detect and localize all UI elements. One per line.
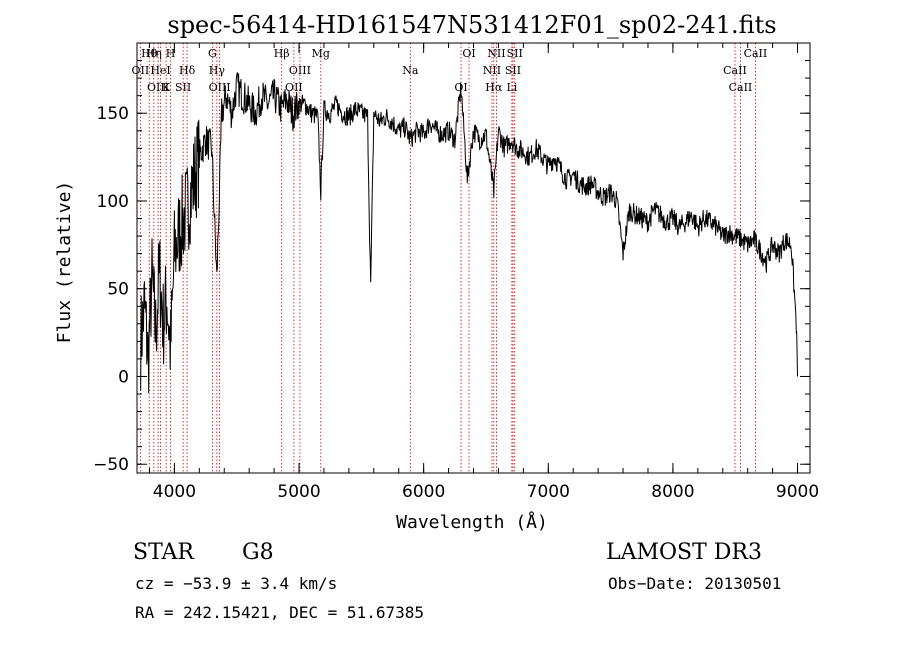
x-tick-label: 4000 <box>153 482 196 502</box>
radec-readout: RA = 242.15421, DEC = 51.67385 <box>135 603 424 622</box>
x-tick-label: 7000 <box>527 482 570 502</box>
spectral-line-label: OIII <box>289 64 311 77</box>
spectral-line-label: Hθ <box>141 47 158 60</box>
spectral-line-label: NII <box>487 47 505 60</box>
spectral-line-label: SII <box>505 64 521 77</box>
spectral-line-label: HeI <box>150 64 170 77</box>
y-axis-ticks: −50 0 50 100 150 <box>93 60 810 475</box>
plot-frame <box>136 42 811 474</box>
y-tick-label: −50 <box>93 455 129 475</box>
class-label: STAR <box>133 540 194 565</box>
spectral-line-label: SII <box>507 47 523 60</box>
y-tick-label: 150 <box>97 104 129 124</box>
chart-title: spec-56414-HD161547N531412F01_sp02-241.f… <box>167 11 776 39</box>
x-tick-label: 6000 <box>402 482 445 502</box>
spectral-line-label: OII <box>132 64 150 77</box>
spectral-line-label: Hη <box>146 47 162 60</box>
spectral-line-label: Mg <box>312 47 330 60</box>
obs-date-readout: Obs−Date: 20130501 <box>608 574 782 593</box>
spectral-line-label: Hδ <box>179 64 196 77</box>
spectral-line-label: OI <box>462 47 475 60</box>
subclass-label: G8 <box>242 540 274 565</box>
spectral-line-label: Hβ <box>274 47 290 60</box>
y-axis-label: Flux (relative) <box>54 181 75 344</box>
spectral-line-label: CaII <box>744 47 768 60</box>
spectral-line-label: Li <box>506 81 517 94</box>
x-tick-label: 5000 <box>277 482 320 502</box>
spectral-line-label: NII <box>483 64 501 77</box>
spectral-line-label: H <box>166 47 176 60</box>
x-tick-label: 9000 <box>776 482 819 502</box>
spectral-line-label: Hγ <box>209 64 226 77</box>
x-tick-label: 8000 <box>651 482 694 502</box>
spectral-line-label: CaII <box>729 81 753 94</box>
survey-label: LAMOST DR3 <box>606 540 762 565</box>
spectral-line-label: OIII <box>209 81 231 94</box>
spectral-line-markers <box>139 43 756 473</box>
y-tick-label: 50 <box>107 280 129 300</box>
spectral-line-label: Na <box>402 64 419 77</box>
spectral-line-label: OII <box>285 81 303 94</box>
x-axis-ticks: 4000 5000 6000 7000 8000 9000 <box>148 43 819 502</box>
spectrum-line <box>140 71 798 393</box>
spectral-line-label: SII <box>175 81 191 94</box>
cz-readout: cz = −53.9 ± 3.4 km/s <box>135 574 338 593</box>
y-tick-label: 100 <box>97 192 129 212</box>
spectral-line-label: K <box>162 81 171 94</box>
x-axis-label: Wavelength (Å) <box>396 511 548 533</box>
y-tick-label: 0 <box>118 367 129 387</box>
spectral-line-label: G <box>208 47 217 60</box>
spectral-line-labels: Hθ OII OIII Hη HeI K HHδ SII G Hγ OIII Hβ OIII OII Mg N… <box>132 47 768 94</box>
spectral-line-label: CaII <box>723 64 747 77</box>
spectral-line-label: Hα <box>485 81 503 94</box>
spectral-line-label: OIII <box>147 81 169 94</box>
